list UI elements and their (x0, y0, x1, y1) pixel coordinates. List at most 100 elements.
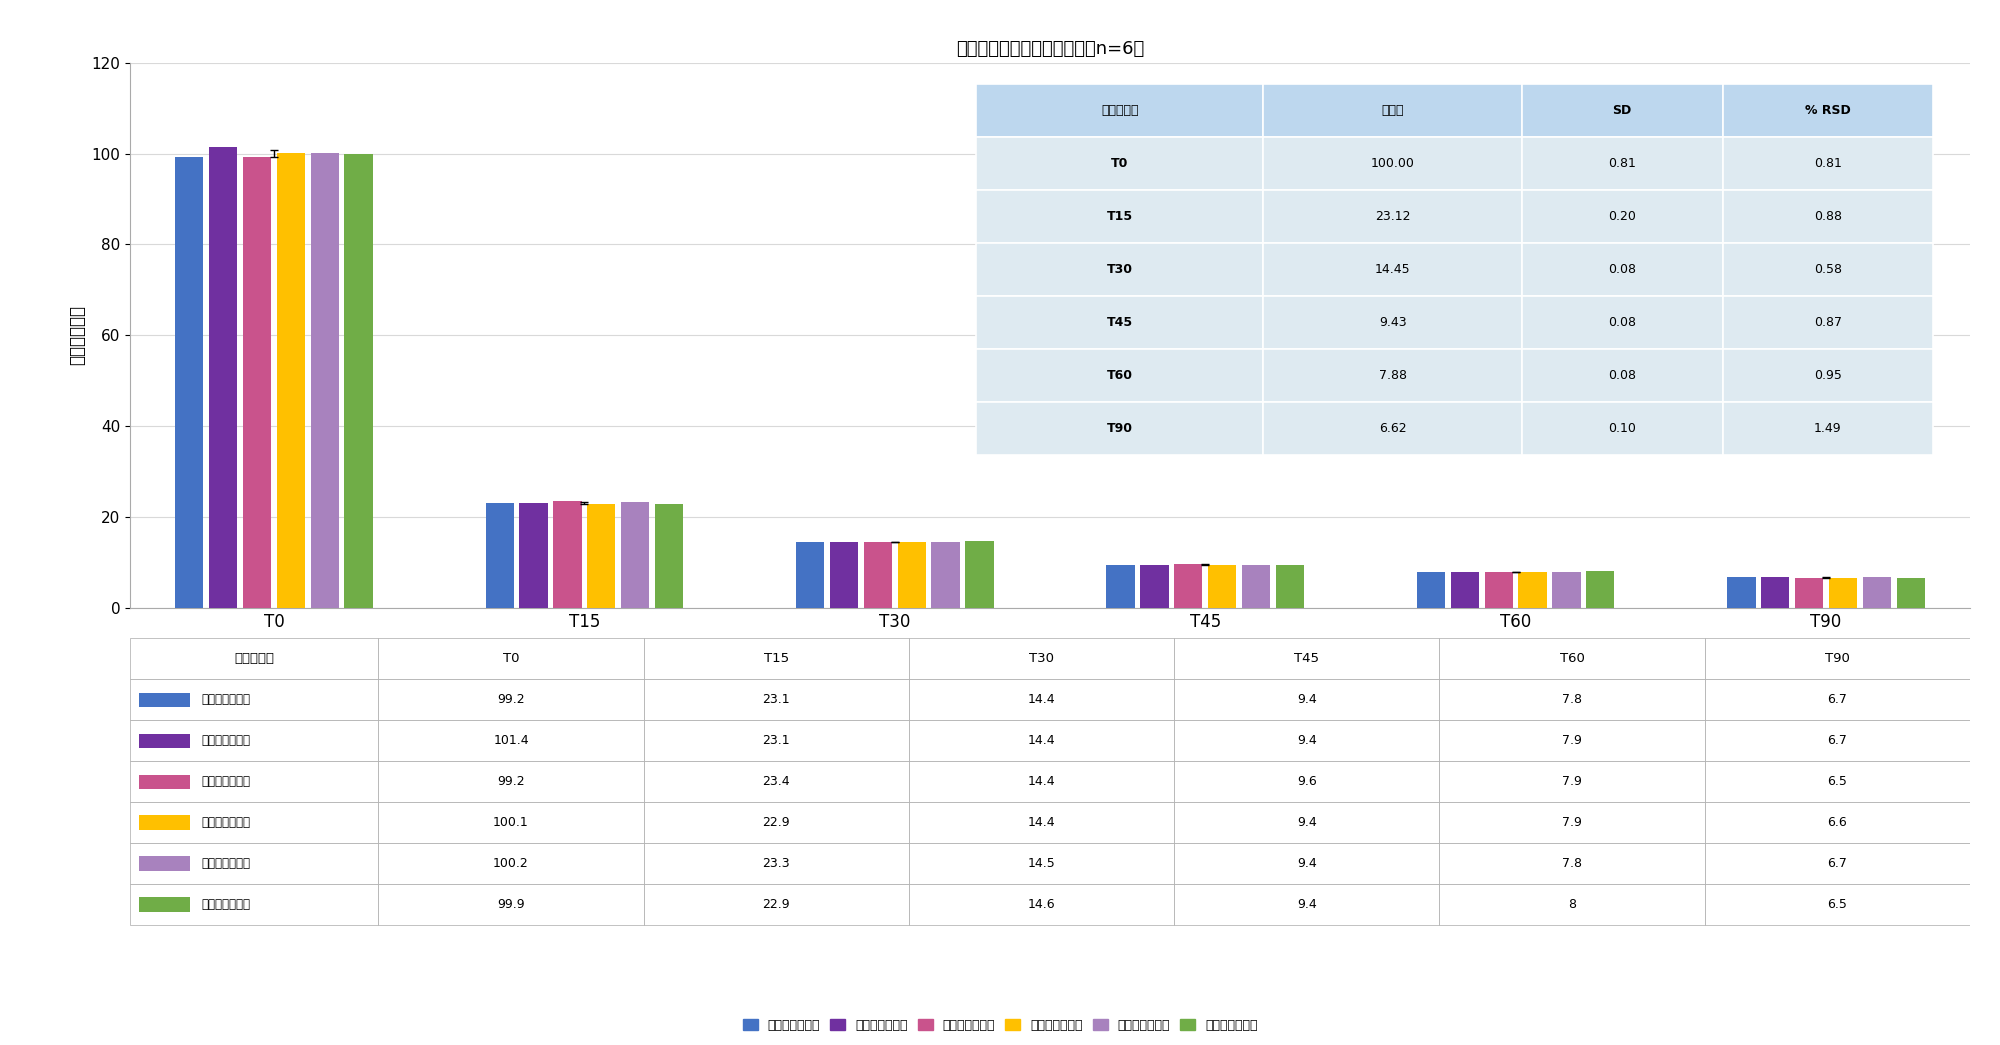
Bar (1586, 572, 1614, 608)
Bar (130, 761, 378, 803)
Bar (1440, 803, 1704, 843)
Bar (1276, 565, 1304, 608)
Text: 9.6: 9.6 (1296, 775, 1316, 788)
Bar (966, 541, 994, 608)
Text: 7.9: 7.9 (1562, 735, 1582, 747)
Text: 99.9: 99.9 (498, 898, 524, 911)
Bar (1762, 577, 1790, 608)
Text: 14.6: 14.6 (1028, 898, 1056, 911)
Bar (1704, 884, 1970, 925)
Text: 14.4: 14.4 (1028, 775, 1056, 788)
Bar (1174, 761, 1440, 803)
Bar (1174, 679, 1440, 720)
Text: 時間（分）: 時間（分） (234, 652, 274, 666)
Bar (908, 679, 1174, 720)
Text: 6.5: 6.5 (1828, 898, 1848, 911)
Bar (1440, 884, 1704, 925)
Bar (176, 157, 204, 608)
Bar (1704, 761, 1970, 803)
Text: 14.4: 14.4 (1028, 735, 1056, 747)
Bar (276, 153, 304, 608)
Bar (1106, 565, 1134, 608)
Bar (908, 884, 1174, 925)
Text: T15: T15 (764, 652, 788, 666)
Text: 残存率２（％）: 残存率２（％） (202, 735, 250, 747)
Bar (908, 803, 1174, 843)
Bar (1440, 720, 1704, 761)
Bar (1552, 573, 1580, 608)
Bar (1862, 577, 1890, 608)
Text: 9.4: 9.4 (1296, 857, 1316, 870)
Bar (130, 843, 378, 884)
Bar (1704, 843, 1970, 884)
Bar (1416, 573, 1446, 608)
Bar (242, 157, 272, 608)
Bar (130, 679, 378, 720)
Text: 23.3: 23.3 (762, 857, 790, 870)
Bar (210, 147, 238, 608)
Text: 99.2: 99.2 (498, 693, 524, 706)
Text: T45: T45 (1294, 652, 1320, 666)
Bar (1174, 638, 1440, 679)
Bar (1440, 761, 1704, 803)
Text: 6.7: 6.7 (1828, 693, 1848, 706)
Text: 9.4: 9.4 (1296, 735, 1316, 747)
Text: 残存率４（％）: 残存率４（％） (202, 816, 250, 829)
Text: 9.4: 9.4 (1296, 816, 1316, 829)
Bar (1242, 565, 1270, 608)
Text: 7.8: 7.8 (1562, 693, 1582, 706)
Bar (1440, 638, 1704, 679)
Text: 14.4: 14.4 (1028, 816, 1056, 829)
Text: 7.8: 7.8 (1562, 857, 1582, 870)
Text: 残存率６（％）: 残存率６（％） (202, 898, 250, 911)
Bar (830, 542, 858, 608)
Text: 23.4: 23.4 (762, 775, 790, 788)
Bar (1208, 565, 1236, 608)
Bar (622, 502, 650, 608)
Bar (1450, 572, 1478, 608)
Bar (864, 542, 892, 608)
Bar (644, 720, 908, 761)
Text: 9.4: 9.4 (1296, 898, 1316, 911)
Bar (644, 679, 908, 720)
Bar (908, 761, 1174, 803)
Title: ネファゾドンの残存率（％、n=6）: ネファゾドンの残存率（％、n=6） (956, 41, 1144, 59)
Text: 99.2: 99.2 (498, 775, 524, 788)
Text: T60: T60 (1560, 652, 1584, 666)
Bar (378, 638, 644, 679)
Bar (1704, 803, 1970, 843)
Bar (932, 541, 960, 608)
Bar (898, 542, 926, 608)
Bar (344, 154, 372, 608)
Text: 101.4: 101.4 (494, 735, 528, 747)
Bar (644, 761, 908, 803)
Text: 22.9: 22.9 (762, 816, 790, 829)
Bar (140, 898, 190, 911)
Bar (796, 542, 824, 608)
Bar (908, 638, 1174, 679)
Bar (644, 803, 908, 843)
Bar (1140, 565, 1168, 608)
Text: 23.1: 23.1 (762, 735, 790, 747)
Bar (908, 843, 1174, 884)
Bar (378, 843, 644, 884)
Text: 6.7: 6.7 (1828, 857, 1848, 870)
Bar (654, 504, 684, 608)
Legend: 残存率１（％）, 残存率２（％）, 残存率３（％）, 残存率４（％）, 残存率５（％）, 残存率６（％）: 残存率１（％）, 残存率２（％）, 残存率３（％）, 残存率４（％）, 残存率５… (738, 1014, 1262, 1037)
Bar (1796, 578, 1824, 608)
Bar (644, 843, 908, 884)
Bar (140, 734, 190, 748)
Text: 残存率３（％）: 残存率３（％） (202, 775, 250, 788)
Text: 22.9: 22.9 (762, 898, 790, 911)
Text: 14.4: 14.4 (1028, 693, 1056, 706)
Bar (1174, 803, 1440, 843)
Text: 14.5: 14.5 (1028, 857, 1056, 870)
Bar (1440, 843, 1704, 884)
Bar (1728, 577, 1756, 608)
Bar (378, 884, 644, 925)
Text: T30: T30 (1030, 652, 1054, 666)
Text: 7.9: 7.9 (1562, 816, 1582, 829)
Bar (1174, 720, 1440, 761)
Bar (140, 774, 190, 789)
Text: 23.1: 23.1 (762, 693, 790, 706)
